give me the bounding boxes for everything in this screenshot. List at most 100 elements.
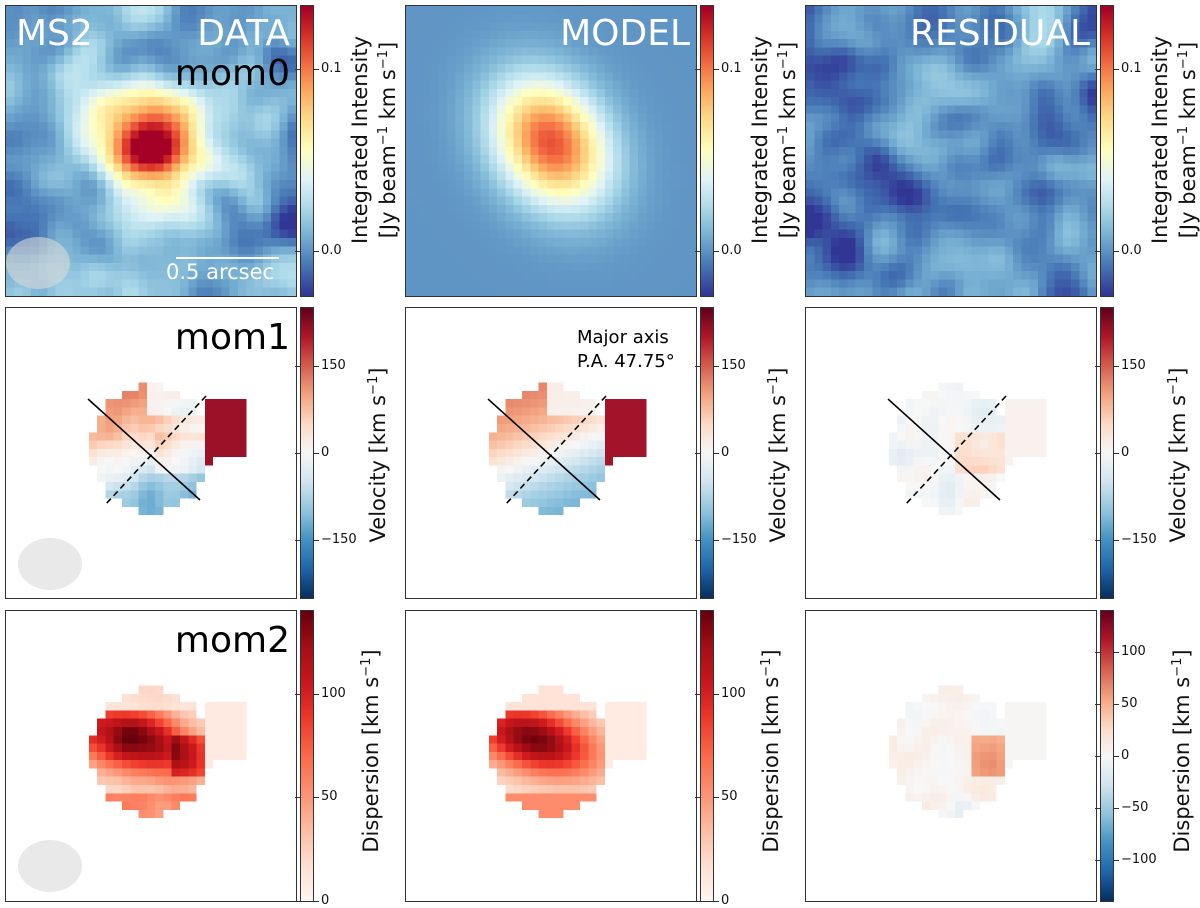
colorbar-tick-left bbox=[295, 797, 300, 799]
colorbar-mom1-data bbox=[300, 307, 314, 599]
colorbar-tick-label: 0 bbox=[721, 893, 730, 908]
colorbar-tick-label: 50 bbox=[1121, 696, 1138, 712]
colorbar-tick-label: 0.0 bbox=[721, 242, 742, 258]
scale-bar bbox=[176, 257, 279, 259]
row-label-mom0: mom0 bbox=[174, 53, 290, 94]
colorbar-tick-label: 50 bbox=[721, 789, 738, 805]
colorbar-tick bbox=[314, 540, 319, 541]
colorbar-label-mom0-residual: Integrated Intensity [Jy beam−1 km s−1] bbox=[1148, 35, 1200, 245]
major-axis-line bbox=[487, 398, 601, 501]
heatmap-mom1-residual bbox=[806, 308, 1096, 598]
colorbar-tick bbox=[1114, 756, 1119, 757]
colorbar-tick bbox=[314, 901, 319, 902]
colorbar-tick bbox=[714, 901, 719, 902]
major-axis-line bbox=[887, 398, 1001, 501]
colorbar-tick bbox=[314, 693, 319, 695]
colorbar-tick-label: 0.0 bbox=[321, 242, 342, 258]
colorbar-tick bbox=[314, 453, 319, 454]
colorbar-tick-left bbox=[295, 901, 300, 902]
colorbar-tick-left bbox=[1095, 69, 1100, 71]
colorbar-tick bbox=[1114, 652, 1119, 654]
colorbar-tick bbox=[314, 250, 319, 252]
colorbar-tick-label: 0.0 bbox=[1121, 242, 1142, 258]
colorbar-tick bbox=[714, 366, 719, 367]
colorbar-tick bbox=[1114, 366, 1119, 367]
object-name-label: MS2 bbox=[16, 13, 93, 54]
colorbar-tick-left bbox=[695, 250, 700, 252]
colorbar-tick-label: 0 bbox=[321, 445, 330, 460]
heatmap-mom1-model bbox=[406, 308, 696, 598]
colorbar-tick bbox=[1114, 250, 1119, 252]
minor-axis-line bbox=[904, 395, 1007, 506]
colorbar-tick bbox=[714, 69, 719, 71]
colorbar-tick bbox=[314, 366, 319, 367]
colorbar-label-mom2-residual: Dispersion [km s−1] bbox=[1170, 649, 1194, 853]
colorbar-tick-label: 0 bbox=[321, 893, 330, 908]
colorbar-mom1-residual bbox=[1100, 307, 1114, 599]
colorbar-tick bbox=[714, 693, 719, 695]
colorbar-tick bbox=[1114, 704, 1119, 706]
heatmap-mom2-residual bbox=[806, 611, 1096, 901]
colorbar-tick-left bbox=[295, 540, 300, 541]
colorbar-tick bbox=[314, 69, 319, 71]
colorbar-label-mom0-model: Integrated Intensity [Jy beam−1 km s−1] bbox=[748, 35, 800, 245]
panel-mom2-model bbox=[405, 610, 697, 902]
heatmap-mom2-model bbox=[406, 611, 696, 901]
colorbar-tick bbox=[1114, 807, 1119, 809]
colorbar-tick bbox=[314, 797, 319, 799]
colorbar-label-mom2-model: Dispersion [km s−1] bbox=[759, 649, 783, 853]
column-title-model: MODEL bbox=[560, 13, 690, 54]
panel-mom1-model: Major axis P.A. 47.75° bbox=[405, 307, 697, 599]
column-title-residual: RESIDUAL bbox=[910, 13, 1090, 54]
pa-value-label: P.A. 47.75° bbox=[577, 351, 675, 372]
colorbar-tick-left bbox=[295, 250, 300, 252]
colorbar-label-mom1-data: Velocity [km s−1] bbox=[366, 367, 390, 543]
colorbar-tick-left bbox=[1095, 704, 1100, 706]
colorbar-tick-left bbox=[1095, 366, 1100, 367]
colorbar-tick-left bbox=[1095, 250, 1100, 252]
colorbar-tick-left bbox=[695, 901, 700, 902]
colorbar-tick-label: −150 bbox=[721, 532, 757, 547]
major-axis-label: Major axis bbox=[577, 327, 669, 348]
minor-axis-line bbox=[104, 395, 207, 506]
panel-mom2-residual bbox=[805, 610, 1097, 902]
major-axis-line bbox=[87, 398, 201, 501]
colorbar-tick-left bbox=[295, 69, 300, 71]
colorbar-tick-left bbox=[1095, 652, 1100, 654]
colorbar-tick-left bbox=[695, 69, 700, 71]
beam-ellipse bbox=[18, 840, 82, 892]
colorbar-tick-label: 0 bbox=[721, 445, 730, 460]
colorbar-tick bbox=[1114, 859, 1119, 861]
colorbar-tick-label: 100 bbox=[1121, 644, 1146, 660]
colorbar-mom2-model bbox=[700, 610, 714, 902]
panel-mom2-data: mom2 bbox=[5, 610, 297, 902]
colorbar-tick-label: 100 bbox=[321, 685, 346, 701]
colorbar-tick-label: 0.1 bbox=[721, 61, 742, 77]
colorbar-tick bbox=[1114, 540, 1119, 541]
colorbar-label-mom1-model: Velocity [km s−1] bbox=[766, 367, 790, 543]
colorbar-tick-left bbox=[1095, 807, 1100, 809]
colorbar-tick-left bbox=[695, 366, 700, 367]
colorbar-tick-label: 150 bbox=[321, 358, 346, 373]
colorbar-tick-label: 0.1 bbox=[1121, 61, 1142, 77]
colorbar-tick-label: −100 bbox=[1121, 851, 1157, 867]
colorbar-tick-left bbox=[1095, 453, 1100, 454]
minor-axis-line bbox=[504, 395, 607, 506]
row-label-mom1: mom1 bbox=[174, 317, 290, 358]
colorbar-tick-left bbox=[1095, 859, 1100, 861]
colorbar-tick-left bbox=[1095, 540, 1100, 541]
colorbar-tick-label: 100 bbox=[721, 685, 746, 701]
colorbar-mom0-data bbox=[300, 5, 314, 297]
overlay-mom2-data bbox=[18, 840, 82, 892]
colorbar-mom1-model bbox=[700, 307, 714, 599]
scale-bar-label: 0.5 arcsec bbox=[166, 260, 275, 284]
colorbar-mom0-residual bbox=[1100, 5, 1114, 297]
colorbar-tick-left bbox=[295, 693, 300, 695]
colorbar-label-mom0-data: Integrated Intensity [Jy beam−1 km s−1] bbox=[348, 35, 400, 245]
heatmap-mom0-residual bbox=[806, 6, 1096, 296]
colorbar-tick-left bbox=[295, 366, 300, 367]
overlay-mom1-data bbox=[18, 395, 207, 590]
panel-mom0-residual: RESIDUAL bbox=[805, 5, 1097, 297]
colorbar-tick-label: 50 bbox=[321, 789, 338, 805]
overlay-mom0-data bbox=[6, 237, 70, 289]
